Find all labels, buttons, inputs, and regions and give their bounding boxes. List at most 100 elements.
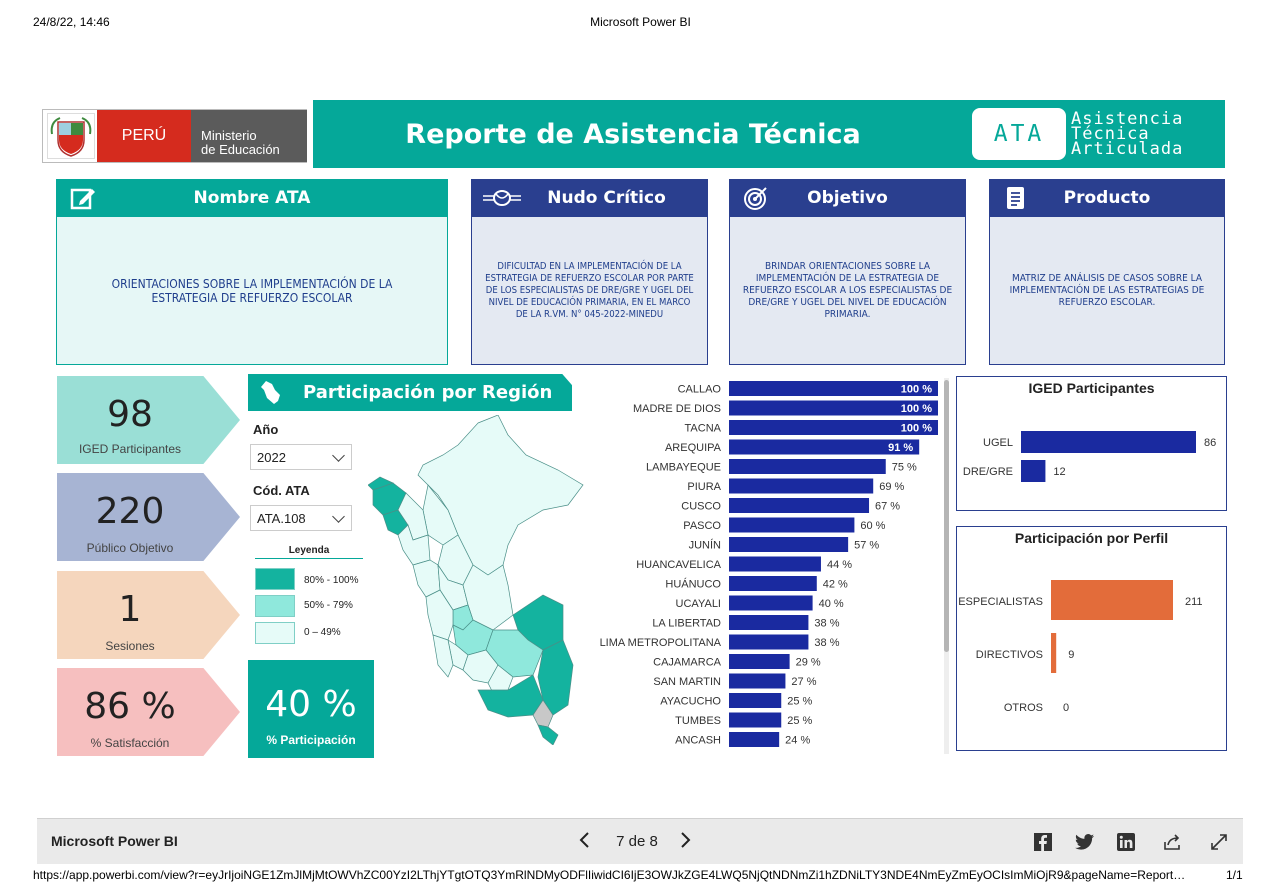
region-bar-label: MADRE DE DIOS [633,403,721,415]
region-panel-title: Participación por Región [303,382,553,403]
region-bar-label: ANCASH [675,735,721,747]
region-bar-label: LA LIBERTAD [652,618,721,630]
map-region-puno [537,639,574,716]
kpi-satisfaccion-value: 86 % [84,686,176,727]
legend-label-low: 0 – 49% [304,627,341,638]
region-bar-value: 42 % [823,579,848,591]
perfil-bar[interactable] [1051,633,1057,673]
chart-scrollbar-track[interactable] [944,378,949,754]
peru-region-map[interactable] [368,415,598,745]
card-nudo-text: DIFICULTAD EN LA IMPLEMENTACIÓN DE LA ES… [471,217,708,365]
region-bar-value: 69 % [879,481,904,493]
participation-value: 40 % [265,684,357,725]
iged-bar[interactable] [1021,460,1046,482]
region-bar[interactable] [729,517,855,533]
ministry-line1: Ministerio [201,128,257,143]
region-bar[interactable] [729,439,920,455]
coat-of-arms-icon [47,113,95,159]
region-bar[interactable] [729,459,886,474]
region-bar[interactable] [729,693,782,708]
perfil-bar-label: OTROS [1004,702,1043,714]
next-page-icon[interactable] [677,830,693,850]
knot-icon [483,186,521,210]
perfil-bar-label: DIRECTIVOS [976,649,1043,661]
linkedin-icon[interactable] [1117,833,1135,851]
perfil-bar-value: 211 [1185,596,1203,608]
print-url: https://app.powerbi.com/view?r=eyJrIjoiN… [33,868,1186,882]
region-bar-value: 100 % [901,423,932,435]
region-bar-value: 38 % [814,637,839,649]
legend-title: Leyenda [255,545,363,559]
twitter-icon[interactable] [1075,833,1095,851]
region-bar[interactable] [729,478,874,494]
region-bar[interactable] [729,498,870,513]
region-bar-label: CALLAO [678,384,722,396]
region-bar[interactable] [729,673,786,689]
card-nudo-title: Nudo Crítico [547,188,666,208]
map-region-tacna [537,724,559,745]
perfil-panel: Participación por Perfil ESPECIALISTAS 21… [956,526,1227,751]
region-bar[interactable] [729,732,780,747]
region-bar-label: PIURA [687,481,721,493]
ata-badge: ATA [972,108,1066,160]
kpi-iged-participantes: 98 IGED Participantes [57,376,240,464]
region-bar[interactable] [729,595,813,611]
year-filter-select[interactable]: 2022 [250,444,352,470]
kpi-sesiones-label: Sesiones [105,639,155,653]
region-bar-value: 91 % [888,442,913,454]
region-bar[interactable] [729,654,790,669]
print-title: Microsoft Power BI [590,15,691,29]
kpi-iged-label: IGED Participantes [78,442,182,456]
region-bar[interactable] [729,420,938,435]
map-region-lima [425,589,454,641]
region-bar[interactable] [729,537,849,552]
region-bar[interactable] [729,400,938,416]
minedu-logo: PERÚ Ministerio de Educación [42,109,307,163]
report-title: Reporte de Asistencia Técnica [405,118,861,150]
iged-bar-label: DRE/GRE [963,466,1013,478]
region-bar[interactable] [729,576,817,591]
region-bar-value: 100 % [901,403,932,415]
region-bar[interactable] [729,381,938,396]
region-bar[interactable] [729,634,809,650]
code-filter-select[interactable]: ATA.108 [250,505,352,531]
region-bar[interactable] [729,712,782,728]
edit-icon [70,186,96,210]
iged-bar[interactable] [1021,431,1196,453]
chart-scrollbar-thumb[interactable] [944,380,949,652]
kpi-satisfaccion-label: % Satisfacción [90,736,170,750]
prev-page-icon[interactable] [577,830,593,850]
card-nudo-critico: Nudo Crítico DIFICULTAD EN LA IMPLEMENTA… [471,179,708,365]
region-bar[interactable] [729,615,809,630]
region-bar-value: 60 % [860,520,885,532]
perfil-bar-value: 9 [1068,649,1074,661]
region-bar-chart: CALLAO 100 % MADRE DE DIOS 100 % TACNA 100 % A… [600,381,938,747]
share-icon[interactable] [1162,832,1182,852]
legend-label-mid: 50% - 79% [304,600,353,611]
region-bar-label: HUANCAVELICA [636,559,721,571]
region-bar-value: 38 % [814,618,839,630]
region-bar-value: 44 % [827,559,852,571]
region-bar-label: TACNA [685,423,722,435]
card-producto: Producto MATRIZ DE ANÁLISIS DE CASOS SOB… [989,179,1225,365]
card-objetivo-title: Objetivo [807,188,888,208]
region-bar-value: 25 % [787,715,812,727]
kpi-iged-value: 98 [107,394,153,435]
peru-map-icon [260,380,282,410]
expand-icon[interactable] [1209,832,1229,852]
card-nombre-text: ORIENTACIONES SOBRE LA IMPLEMENTACIÓN DE… [56,217,448,365]
card-producto-title: Producto [1063,188,1151,208]
card-producto-header: Producto [989,179,1225,217]
powerbi-footer: Microsoft Power BI 7 de 8 [37,818,1243,864]
card-nombre-ata: Nombre ATA ORIENTACIONES SOBRE LA IMPLEM… [56,179,448,365]
iged-panel-title: IGED Participantes [1028,380,1155,396]
ministry-line2: de Educación [201,142,280,157]
region-bar[interactable] [729,556,821,572]
target-icon [743,186,769,210]
card-objetivo-text: BRINDAR ORIENTACIONES SOBRE LA IMPLEMENT… [729,217,966,365]
legend-swatch-low [255,622,295,644]
kpi-publico-objetivo: 220 Público Objetivo [57,473,240,561]
region-bar-label: CAJAMARCA [653,657,722,669]
perfil-bar[interactable] [1051,580,1173,620]
facebook-icon[interactable] [1034,833,1052,851]
